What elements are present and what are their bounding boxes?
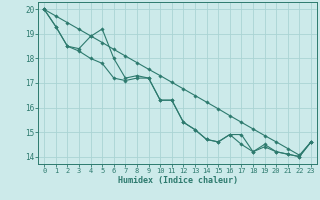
X-axis label: Humidex (Indice chaleur): Humidex (Indice chaleur): [118, 176, 238, 185]
